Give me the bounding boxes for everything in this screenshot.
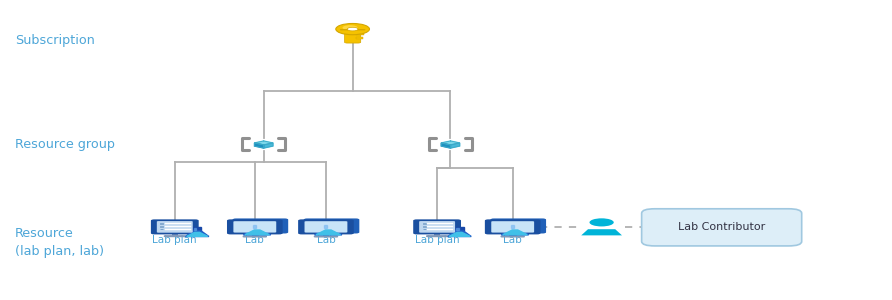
Polygon shape	[448, 231, 471, 236]
FancyBboxPatch shape	[151, 219, 199, 234]
Polygon shape	[315, 228, 342, 235]
Polygon shape	[254, 141, 273, 145]
Polygon shape	[194, 227, 202, 231]
Polygon shape	[186, 231, 209, 236]
Polygon shape	[186, 232, 208, 236]
FancyBboxPatch shape	[233, 218, 288, 233]
Text: Lab Contributor: Lab Contributor	[678, 222, 765, 232]
Polygon shape	[456, 227, 464, 231]
Polygon shape	[582, 229, 622, 236]
Polygon shape	[449, 232, 470, 236]
Text: Lab plan: Lab plan	[415, 235, 459, 245]
Text: Lab: Lab	[245, 235, 264, 245]
Polygon shape	[510, 224, 520, 228]
Polygon shape	[503, 230, 527, 235]
Polygon shape	[194, 228, 196, 230]
FancyBboxPatch shape	[500, 236, 524, 238]
FancyBboxPatch shape	[344, 30, 360, 43]
FancyBboxPatch shape	[303, 218, 359, 233]
FancyBboxPatch shape	[423, 229, 425, 230]
FancyBboxPatch shape	[356, 37, 363, 39]
Polygon shape	[254, 143, 264, 148]
Polygon shape	[244, 230, 269, 235]
Text: Resource
(lab plan, lab): Resource (lab plan, lab)	[15, 227, 103, 258]
FancyBboxPatch shape	[161, 229, 163, 230]
Text: Lab: Lab	[503, 235, 522, 245]
Polygon shape	[264, 143, 273, 148]
Polygon shape	[456, 228, 458, 230]
FancyBboxPatch shape	[356, 33, 364, 35]
Circle shape	[335, 23, 369, 35]
Polygon shape	[244, 228, 271, 235]
FancyBboxPatch shape	[243, 236, 267, 238]
FancyBboxPatch shape	[227, 219, 283, 234]
FancyBboxPatch shape	[304, 221, 347, 232]
FancyBboxPatch shape	[161, 223, 163, 224]
FancyBboxPatch shape	[419, 221, 455, 233]
Polygon shape	[511, 225, 514, 228]
FancyBboxPatch shape	[491, 218, 546, 233]
Text: Lab: Lab	[317, 235, 335, 245]
Polygon shape	[450, 143, 459, 148]
Polygon shape	[501, 228, 529, 235]
FancyBboxPatch shape	[509, 233, 516, 236]
Text: Subscription: Subscription	[15, 34, 95, 46]
Polygon shape	[324, 225, 327, 228]
Polygon shape	[252, 224, 261, 228]
FancyBboxPatch shape	[234, 221, 277, 232]
FancyBboxPatch shape	[298, 219, 354, 234]
Polygon shape	[324, 224, 333, 228]
FancyBboxPatch shape	[413, 219, 461, 234]
Polygon shape	[253, 225, 256, 228]
Polygon shape	[442, 143, 450, 148]
FancyBboxPatch shape	[423, 223, 425, 224]
FancyBboxPatch shape	[157, 221, 193, 233]
FancyBboxPatch shape	[164, 235, 186, 237]
Text: Lab plan: Lab plan	[153, 235, 197, 245]
FancyBboxPatch shape	[641, 209, 802, 246]
FancyBboxPatch shape	[314, 236, 338, 238]
FancyBboxPatch shape	[426, 235, 448, 237]
Polygon shape	[316, 230, 341, 235]
FancyBboxPatch shape	[485, 219, 541, 234]
Text: Resource group: Resource group	[15, 138, 115, 151]
FancyBboxPatch shape	[491, 221, 534, 232]
Circle shape	[347, 27, 358, 31]
Circle shape	[590, 218, 614, 226]
FancyBboxPatch shape	[323, 233, 329, 236]
Polygon shape	[442, 141, 459, 145]
FancyBboxPatch shape	[252, 233, 258, 236]
FancyBboxPatch shape	[434, 233, 440, 236]
Circle shape	[343, 25, 358, 30]
FancyBboxPatch shape	[340, 29, 366, 30]
FancyBboxPatch shape	[172, 233, 178, 236]
